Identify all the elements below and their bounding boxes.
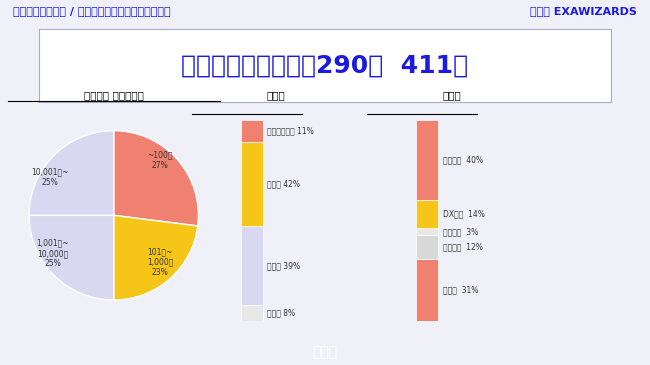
Bar: [240, 142, 263, 226]
Text: 1,001名~
10,000名
25%: 1,001名~ 10,000名 25%: [36, 239, 69, 268]
Wedge shape: [29, 131, 114, 215]
Text: 管理部門  12%: 管理部門 12%: [443, 242, 483, 251]
Bar: [416, 259, 438, 321]
Text: 人事部門  3%: 人事部門 3%: [443, 227, 478, 236]
Bar: [416, 228, 438, 234]
Wedge shape: [114, 131, 198, 226]
Title: 部門別: 部門別: [443, 91, 461, 100]
Wedge shape: [114, 215, 198, 300]
Text: アンケート回答数　290社  411名: アンケート回答数 290社 411名: [181, 54, 469, 78]
Bar: [416, 120, 438, 200]
Text: 10,001名~
25%: 10,001名~ 25%: [31, 168, 69, 187]
Text: DX部門  14%: DX部門 14%: [443, 210, 485, 219]
Bar: [416, 200, 438, 228]
Title: 役職別: 役職別: [267, 91, 285, 100]
Text: 経営者・役員 11%: 経営者・役員 11%: [267, 126, 314, 135]
Wedge shape: [29, 215, 114, 300]
Title: 所属企業 従業員数別: 所属企業 従業員数別: [84, 91, 144, 100]
Text: 101名~
1,000名
23%: 101名~ 1,000名 23%: [147, 247, 174, 277]
Bar: [240, 305, 263, 321]
Text: その他  31%: その他 31%: [443, 285, 478, 295]
Bar: [240, 226, 263, 305]
Text: 担当者 39%: 担当者 39%: [267, 261, 300, 270]
Bar: [240, 120, 263, 142]
Text: ⧵⧵⧵ EXAWIZARDS: ⧵⧵⧵ EXAWIZARDS: [530, 6, 637, 16]
Text: 事業部門  40%: 事業部門 40%: [443, 155, 483, 164]
Text: 管理職 42%: 管理職 42%: [267, 180, 300, 189]
Text: ~100名
27%: ~100名 27%: [148, 151, 173, 170]
Text: エクサウィザーズ / 新型コロナに関するアンケート: エクサウィザーズ / 新型コロナに関するアンケート: [13, 6, 170, 16]
Text: その他 8%: その他 8%: [267, 309, 296, 318]
Bar: [416, 234, 438, 259]
Text: ⧵⧵⧵: ⧵⧵⧵: [313, 345, 337, 359]
